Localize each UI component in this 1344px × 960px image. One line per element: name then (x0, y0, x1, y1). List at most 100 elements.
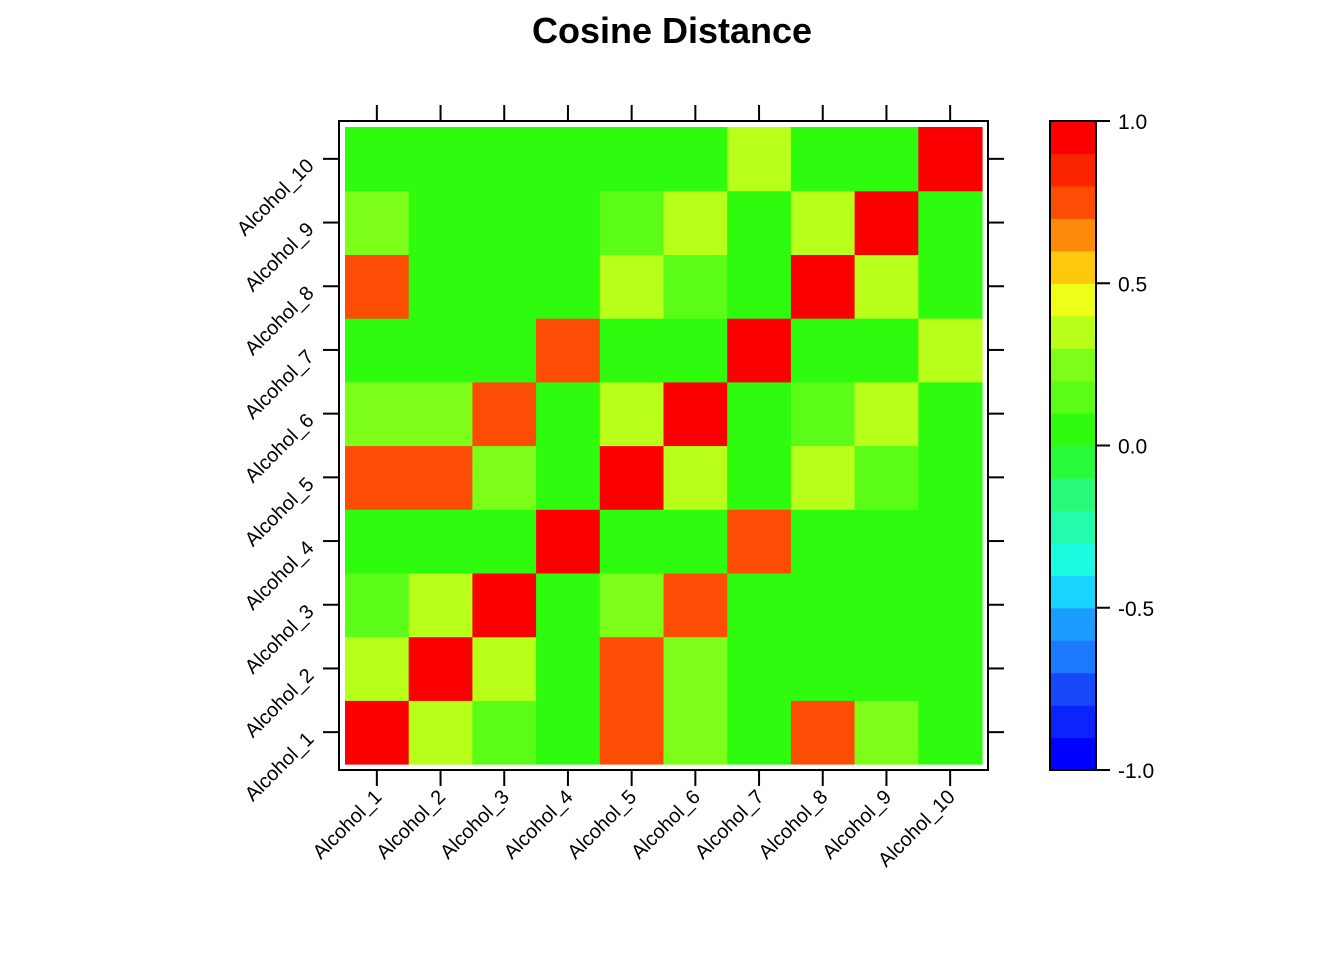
heatmap-cell (536, 254, 601, 319)
heatmap-cell (790, 381, 856, 447)
heatmap-cell (408, 254, 473, 319)
x-tick-label: Alcohol_2 (372, 786, 450, 864)
heatmap-cell (790, 445, 856, 510)
heatmap-cell (408, 572, 473, 638)
heatmap-cells (345, 127, 983, 765)
heatmap-cell (599, 509, 665, 574)
colorbar-tick-label: 0.0 (1118, 436, 1147, 459)
heatmap-cell (472, 636, 537, 701)
colorbar-band (1050, 575, 1096, 609)
heatmap-cell (472, 381, 537, 447)
heatmap-cell (536, 381, 601, 447)
heatmap-cell (790, 190, 856, 255)
x-tick-label: Alcohol_7 (691, 786, 769, 864)
colorbar-band (1050, 640, 1096, 674)
heatmap-cell (854, 381, 919, 447)
heatmap-cell (599, 445, 665, 510)
heatmap-cell (727, 381, 792, 447)
heatmap-cell (345, 318, 410, 383)
heatmap-cell (345, 572, 410, 638)
heatmap-cell (599, 127, 665, 192)
heatmap-cell (345, 509, 410, 574)
heatmap-cell (663, 572, 728, 638)
heatmap-cell (599, 190, 665, 255)
heatmap-cell (727, 509, 792, 574)
heatmap-cell (854, 700, 919, 765)
y-tick-label: Alcohol_3 (241, 601, 319, 679)
heatmap-cell (663, 381, 728, 447)
heatmap-cell (536, 700, 601, 765)
y-tick-label: Alcohol_8 (241, 282, 319, 360)
heatmap-cell (727, 254, 792, 319)
heatmap-cell (727, 700, 792, 765)
heatmap-cell (536, 445, 601, 510)
heatmap-cell (599, 381, 665, 447)
heatmap-cell (345, 445, 410, 510)
heatmap-cell (918, 190, 983, 255)
heatmap-cell (790, 127, 856, 192)
plot-frame (338, 120, 989, 771)
heatmap-cell (918, 445, 983, 510)
heatmap-cell (854, 254, 919, 319)
colorbar-band (1050, 121, 1096, 155)
y-tick-label: Alcohol_5 (241, 473, 319, 551)
colorbar-band (1050, 705, 1096, 739)
colorbar-band (1050, 185, 1096, 219)
heatmap-cell (854, 127, 919, 192)
heatmap-cell (663, 127, 728, 192)
heatmap-cell (790, 572, 856, 638)
heatmap-cell (663, 700, 728, 765)
colorbar-band (1050, 380, 1096, 414)
colorbar-band (1050, 542, 1096, 576)
heatmap-cell (790, 636, 856, 701)
heatmap-cell (918, 127, 983, 192)
heatmap-cell (345, 381, 410, 447)
heatmap-cell (345, 700, 410, 765)
colorbar-band (1050, 510, 1096, 544)
heatmap-cell (536, 127, 601, 192)
heatmap-cell (790, 318, 856, 383)
heatmap-cell (345, 190, 410, 255)
colorbar-band (1050, 477, 1096, 511)
x-tick-label: Alcohol_3 (436, 786, 514, 864)
heatmap-cell (918, 700, 983, 765)
heatmap-cell (663, 254, 728, 319)
colorbar-band (1050, 445, 1096, 479)
heatmap-cell (854, 572, 919, 638)
heatmap-cell (854, 636, 919, 701)
heatmap-cell (663, 509, 728, 574)
colorbar-band (1050, 348, 1096, 382)
heatmap-cell (345, 127, 410, 192)
x-tick-label: Alcohol_1 (309, 786, 387, 864)
colorbar-band (1050, 737, 1096, 771)
heatmap-cell (408, 190, 473, 255)
x-tick-label: Alcohol_5 (564, 786, 642, 864)
heatmap-cell (536, 318, 601, 383)
heatmap-cell (854, 509, 919, 574)
heatmap-cell (536, 190, 601, 255)
heatmap-cell (727, 572, 792, 638)
heatmap-cell (408, 381, 473, 447)
heatmap-cell (599, 318, 665, 383)
heatmap-cell (536, 572, 601, 638)
heatmap-cell (408, 636, 473, 701)
heatmap-cell (918, 636, 983, 701)
heatmap-cell (472, 127, 537, 192)
y-tick-label: Alcohol_7 (241, 346, 319, 424)
heatmap-cell (472, 190, 537, 255)
heatmap-cell (472, 572, 537, 638)
heatmap-cell (727, 636, 792, 701)
colorbar-tick-label: 0.5 (1118, 273, 1147, 296)
heatmap-cell (727, 318, 792, 383)
heatmap-cell (408, 700, 473, 765)
x-tick-label: Alcohol_4 (500, 786, 578, 864)
heatmap-cell (536, 509, 601, 574)
heatmap-cell (918, 254, 983, 319)
heatmap-cell (918, 381, 983, 447)
heatmap-cell (663, 190, 728, 255)
heatmap-cell (599, 700, 665, 765)
heatmap-cell (472, 700, 537, 765)
heatmap-cell (599, 254, 665, 319)
heatmap-cell (408, 127, 473, 192)
